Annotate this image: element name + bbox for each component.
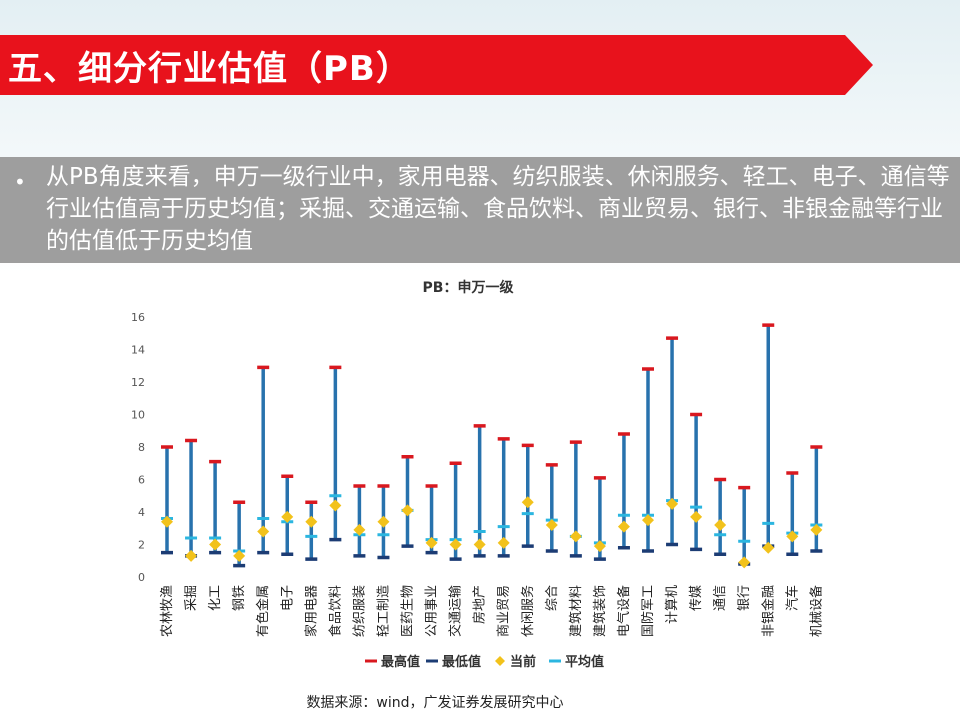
x-tick-label: 建筑装饰 bbox=[592, 585, 608, 637]
pb-range-chart: PB：申万一级 0 2 4 6 8 10 12 14 16 农林牧渔 采掘 化工 钢铁 有色金属 电子 家用… bbox=[131, 279, 824, 670]
current-marker bbox=[497, 536, 510, 549]
x-tick-label: 家用电器 bbox=[303, 585, 319, 637]
x-tick-label: 采掘 bbox=[184, 585, 199, 611]
legend-swatch bbox=[495, 656, 505, 666]
title-banner bbox=[0, 35, 873, 95]
y-tick-label: 6 bbox=[138, 474, 145, 487]
x-tick-label: 电子 bbox=[280, 585, 295, 611]
page-title: 五、细分行业估值（PB） bbox=[8, 49, 411, 89]
legend-label: 平均值 bbox=[565, 654, 604, 670]
x-tick-label: 食品饮料 bbox=[327, 585, 343, 637]
current-marker bbox=[257, 525, 270, 538]
x-axis: 农林牧渔 采掘 化工 钢铁 有色金属 电子 家用电器 食品饮料 纺织服装 轻工制造 医药生物 公用事业… bbox=[160, 585, 824, 637]
x-tick-label: 建筑材料 bbox=[568, 585, 584, 637]
current-marker bbox=[642, 514, 654, 527]
x-tick-label: 银行 bbox=[737, 585, 752, 611]
current-marker bbox=[161, 515, 173, 528]
summary-box bbox=[0, 157, 960, 263]
x-tick-label: 轻工制造 bbox=[376, 585, 391, 637]
x-tick-label: 纺织服装 bbox=[352, 585, 367, 637]
x-tick-label: 非银金融 bbox=[760, 585, 776, 637]
current-marker bbox=[738, 556, 751, 569]
current-marker bbox=[473, 538, 486, 551]
y-tick-label: 14 bbox=[131, 344, 145, 357]
current-marker bbox=[666, 497, 679, 510]
x-tick-label: 有色金属 bbox=[255, 585, 271, 637]
legend-label: 最高值 bbox=[381, 654, 420, 670]
legend: 最高值 最低值 当前 平均值 bbox=[365, 654, 604, 670]
current-marker bbox=[353, 523, 366, 536]
current-marker bbox=[305, 515, 318, 528]
current-marker bbox=[281, 510, 294, 523]
y-axis: 0 2 4 6 8 10 12 14 16 bbox=[131, 311, 145, 584]
current-marker bbox=[425, 536, 438, 549]
y-tick-label: 16 bbox=[131, 311, 145, 324]
y-tick-label: 8 bbox=[138, 441, 145, 454]
x-tick-label: 农林牧渔 bbox=[160, 585, 175, 637]
x-tick-label: 机械设备 bbox=[808, 585, 824, 637]
summary-text: 从PB角度来看，申万一级行业中，家用电器、纺织服装、休闲服务、轻工、电子、通信等… bbox=[46, 164, 950, 254]
x-tick-label: 电气设备 bbox=[616, 585, 632, 637]
current-marker bbox=[329, 499, 342, 512]
current-marker bbox=[449, 538, 462, 551]
x-tick-label: 休闲服务 bbox=[520, 585, 536, 637]
x-tick-label: 钢铁 bbox=[232, 585, 247, 611]
x-tick-label: 通信 bbox=[713, 585, 728, 611]
current-marker bbox=[521, 496, 534, 509]
x-tick-label: 计算机 bbox=[665, 585, 680, 624]
legend-label: 最低值 bbox=[442, 654, 481, 670]
current-marker bbox=[810, 523, 823, 536]
x-tick-label: 国防军工 bbox=[640, 585, 656, 637]
y-tick-label: 0 bbox=[138, 571, 145, 584]
current-marker bbox=[593, 540, 606, 553]
x-tick-label: 传媒 bbox=[689, 585, 704, 611]
x-tick-label: 综合 bbox=[545, 585, 560, 611]
y-tick-label: 4 bbox=[138, 506, 145, 519]
current-marker bbox=[401, 504, 414, 517]
current-marker bbox=[209, 538, 222, 551]
data-source-note: 数据来源：wind，广发证券发展研究中心 bbox=[306, 695, 564, 711]
x-tick-label: 交通运输 bbox=[448, 585, 464, 637]
bullet-icon: • bbox=[14, 170, 26, 194]
current-marker bbox=[377, 515, 390, 528]
chart-title: PB：申万一级 bbox=[423, 279, 515, 296]
current-marker bbox=[185, 549, 198, 562]
current-marker bbox=[545, 519, 558, 531]
current-marker bbox=[690, 510, 703, 523]
current-marker bbox=[233, 549, 246, 562]
y-tick-label: 10 bbox=[131, 409, 145, 422]
current-marker bbox=[762, 541, 775, 554]
x-tick-label: 医药生物 bbox=[401, 585, 416, 637]
current-marker bbox=[617, 520, 630, 533]
current-marker bbox=[569, 530, 582, 543]
x-tick-label: 商业贸易 bbox=[497, 585, 512, 637]
x-tick-label: 化工 bbox=[208, 585, 223, 611]
current-marker bbox=[786, 530, 799, 543]
plot-area bbox=[161, 323, 823, 569]
current-marker bbox=[714, 519, 727, 531]
x-tick-label: 汽车 bbox=[784, 585, 800, 611]
legend-label: 当前 bbox=[510, 654, 536, 670]
y-tick-label: 12 bbox=[131, 376, 145, 389]
y-tick-label: 2 bbox=[138, 539, 145, 552]
title-banner-arrow bbox=[0, 35, 873, 95]
x-tick-label: 房地产 bbox=[472, 585, 488, 624]
x-tick-label: 公用事业 bbox=[425, 585, 440, 637]
